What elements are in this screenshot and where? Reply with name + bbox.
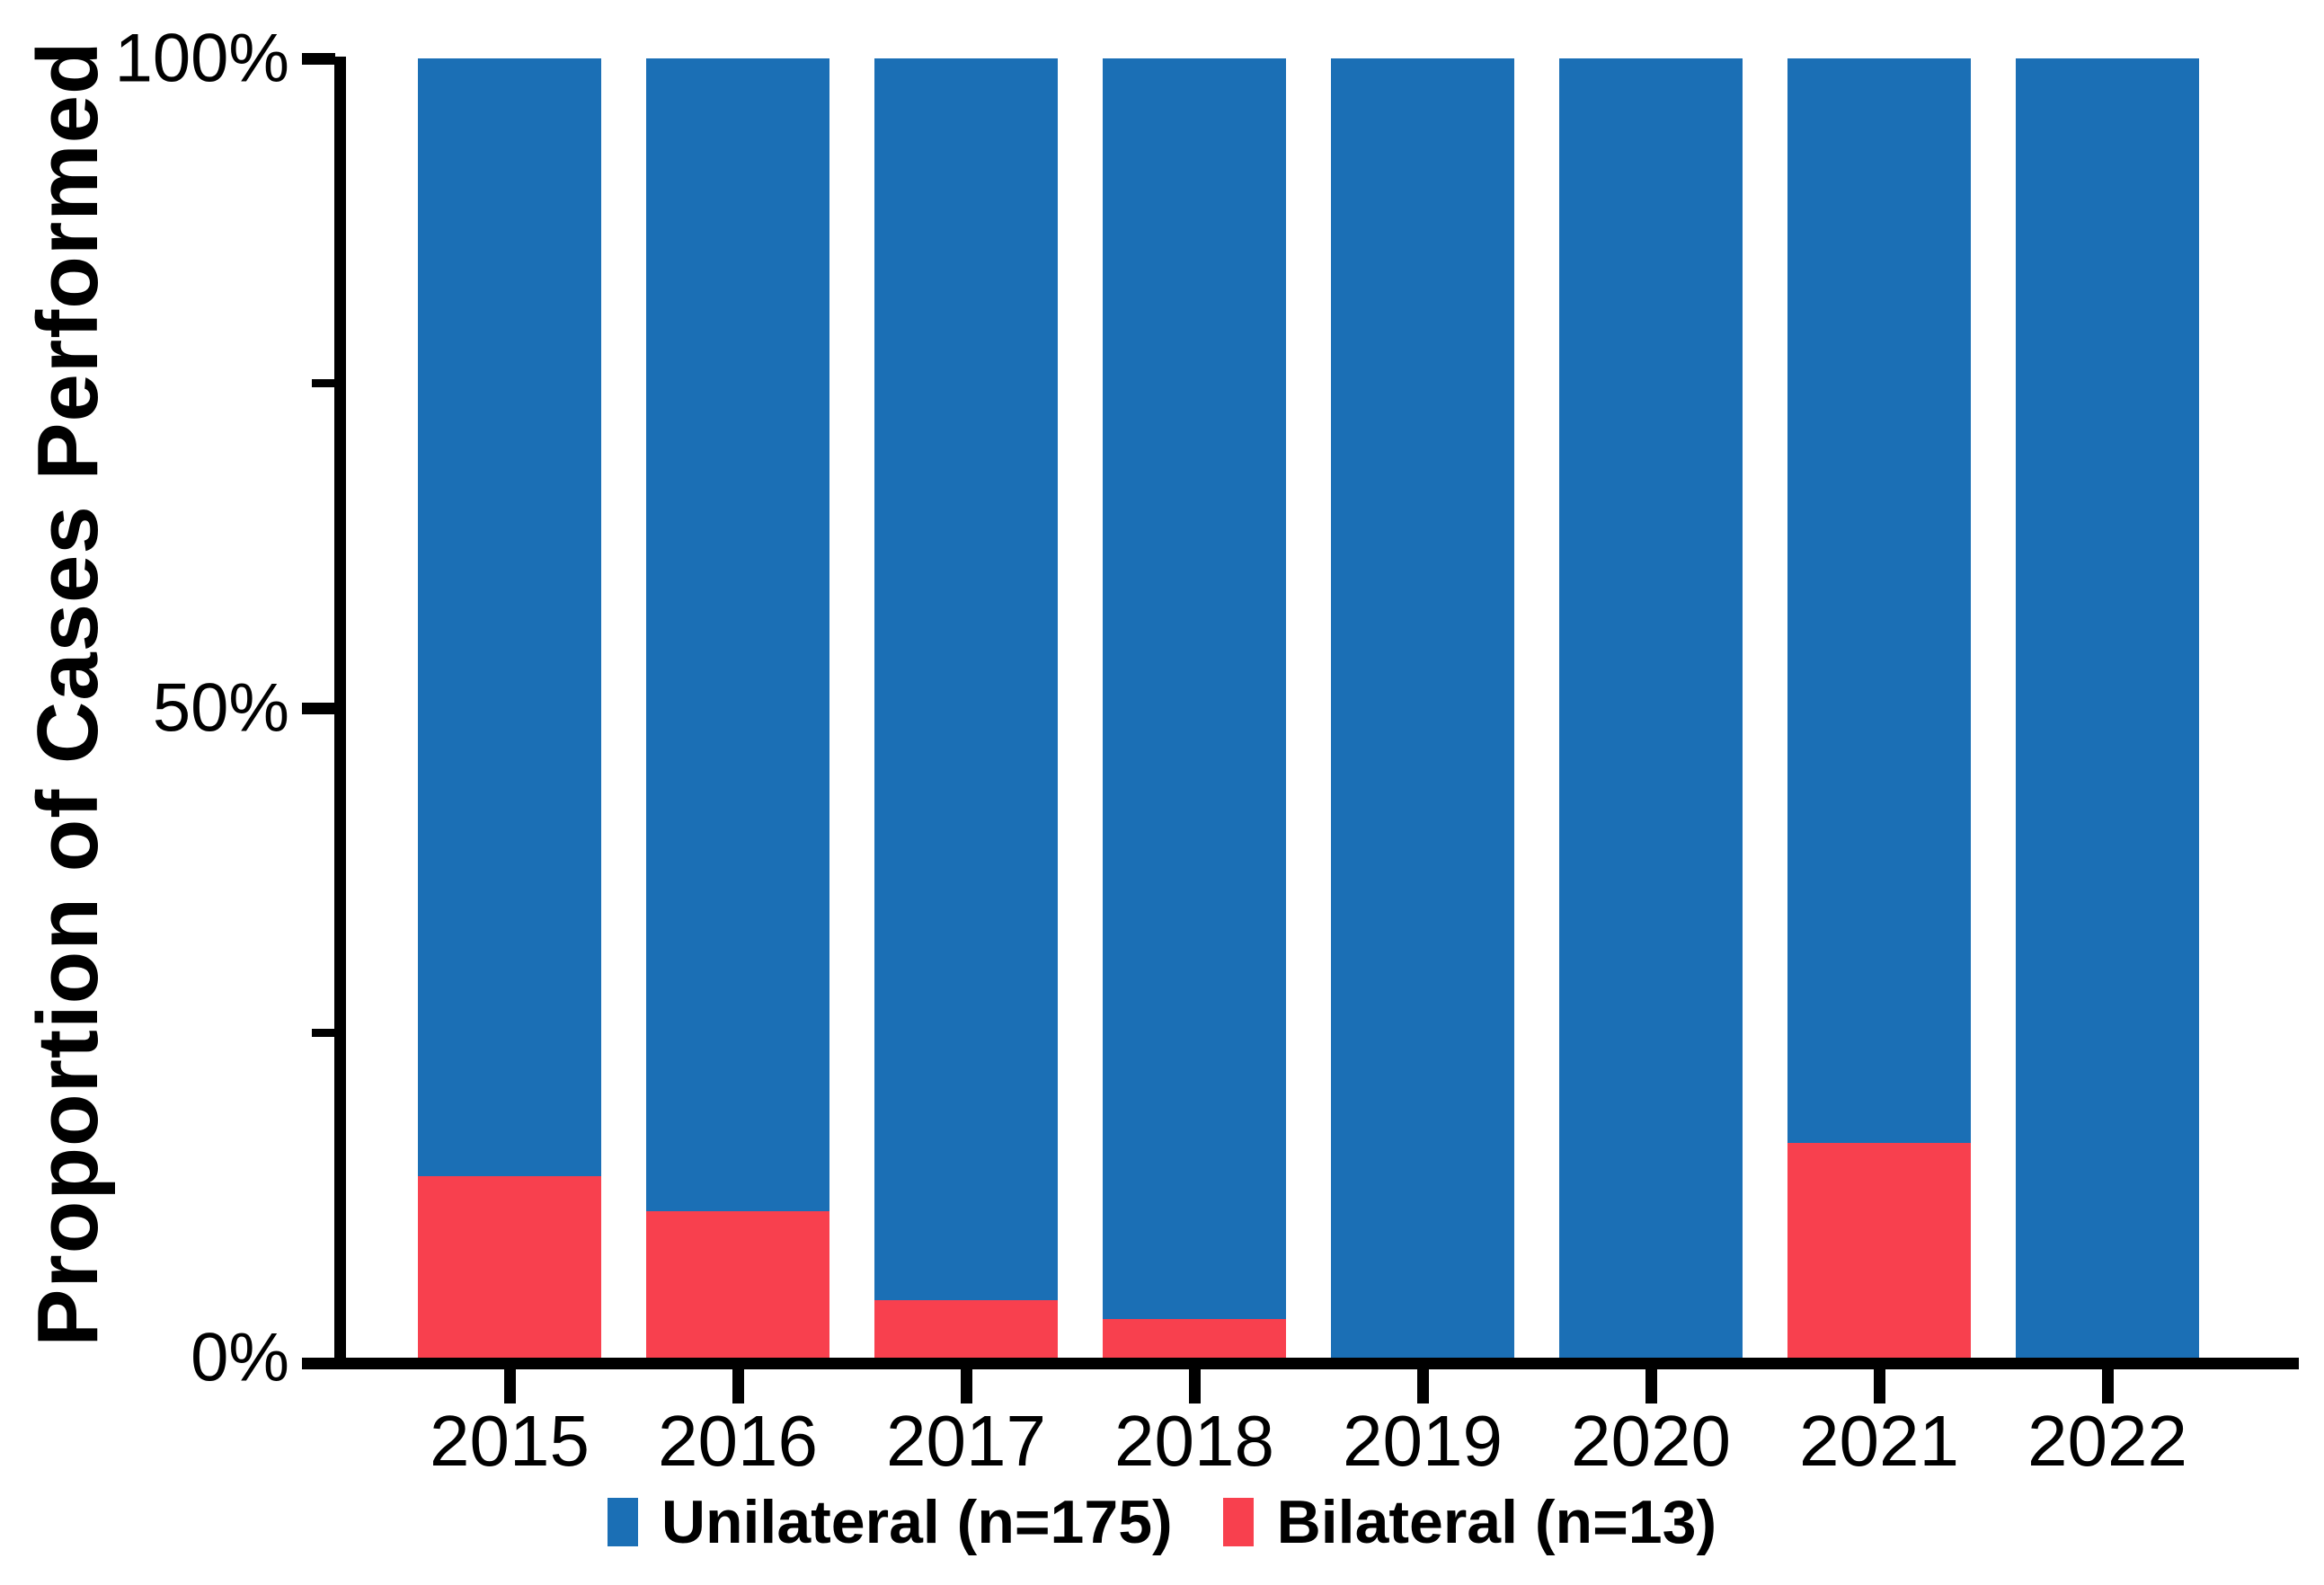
bar-segment-unilateral (2016, 58, 2199, 1358)
bar-2020 (1559, 58, 1743, 1358)
x-axis-line (334, 1358, 2299, 1369)
x-axis-label-2017: 2017 (886, 1401, 1046, 1481)
legend-item-0: Unilateral (n=175) (607, 1487, 1173, 1557)
bar-segment-unilateral (418, 58, 601, 1176)
x-axis-label-2019: 2019 (1343, 1401, 1503, 1481)
bar-segment-bilateral (646, 1210, 829, 1358)
y-axis-label-50: 50% (152, 669, 289, 747)
x-axis-label-2020: 2020 (1571, 1401, 1731, 1481)
y-axis-label-100: 100% (114, 20, 289, 97)
bar-segment-bilateral (1787, 1143, 1971, 1358)
y-axis-label-0: 0% (191, 1319, 289, 1396)
x-axis-label-2015: 2015 (430, 1401, 590, 1481)
bar-segment-unilateral (1559, 58, 1743, 1358)
x-axis-tick-2021 (1874, 1368, 1885, 1403)
x-axis-tick-2019 (1417, 1368, 1429, 1403)
bar-2016 (646, 58, 829, 1358)
bar-2022 (2016, 58, 2199, 1358)
bar-2018 (1103, 58, 1286, 1358)
legend-label-0: Unilateral (n=175) (661, 1488, 1173, 1556)
legend-swatch-1 (1222, 1498, 1254, 1546)
x-axis-label-2021: 2021 (1799, 1401, 1959, 1481)
bar-2015 (418, 58, 601, 1358)
y-axis-tick-100 (302, 52, 335, 65)
y-axis-tick-75 (312, 379, 335, 387)
legend: Unilateral (n=175) Bilateral (n=13) (0, 1484, 2324, 1560)
x-axis-tick-2020 (1645, 1368, 1657, 1403)
x-axis-tick-2016 (732, 1368, 744, 1403)
y-axis-line (334, 57, 346, 1369)
legend-swatch-0 (607, 1498, 638, 1546)
bar-segment-unilateral (1787, 58, 1971, 1144)
x-axis-tick-2018 (1189, 1368, 1201, 1403)
x-axis-label-2018: 2018 (1114, 1401, 1274, 1481)
x-axis-tick-2015 (504, 1368, 516, 1403)
bar-segment-unilateral (646, 58, 829, 1211)
y-axis-tick-0 (302, 1358, 335, 1369)
bar-2019 (1331, 58, 1514, 1358)
x-axis-label-2022: 2022 (2027, 1401, 2187, 1481)
bar-segment-bilateral (418, 1175, 601, 1358)
x-axis-tick-2017 (961, 1368, 972, 1403)
bar-2021 (1787, 58, 1971, 1358)
x-axis-tick-2022 (2102, 1368, 2114, 1403)
legend-item-1: Bilateral (n=13) (1222, 1487, 1717, 1557)
legend-label-1: Bilateral (n=13) (1276, 1488, 1717, 1556)
x-axis-label-2016: 2016 (658, 1401, 818, 1481)
bar-segment-bilateral (874, 1300, 1058, 1358)
bar-segment-unilateral (874, 58, 1058, 1301)
bar-segment-bilateral (1103, 1318, 1286, 1358)
bar-segment-unilateral (1103, 58, 1286, 1319)
bar-2017 (874, 58, 1058, 1358)
y-axis-tick-25 (312, 1029, 335, 1037)
bar-segment-unilateral (1331, 58, 1514, 1358)
y-axis-tick-50 (302, 702, 335, 714)
